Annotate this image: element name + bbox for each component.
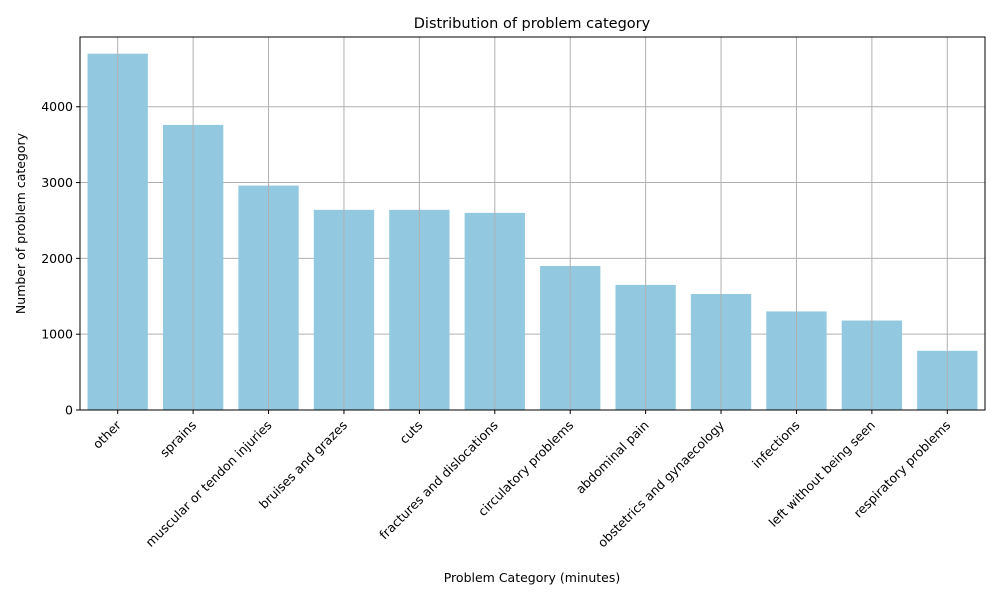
chart-title: Distribution of problem category (414, 16, 651, 32)
y-tick-label: 3000 (41, 175, 73, 190)
plot-frame (79, 36, 986, 411)
x-tick-label: sprains (157, 418, 200, 461)
y-tick-label: 0 (65, 403, 73, 418)
x-tick-label: cuts (396, 418, 425, 447)
x-tick-label: other (90, 417, 125, 452)
x-tick-label: fractures and dislocations (376, 418, 501, 543)
vertical-grid-lines (117, 37, 948, 410)
x-tick-label: infections (749, 418, 803, 472)
x-tick-label: abdominal pain (573, 418, 652, 497)
x-tick-label: obstetrics and gynaecology (594, 417, 727, 550)
y-tick-label: 4000 (41, 99, 73, 114)
y-axis-label: Number of problem category (13, 132, 28, 314)
y-axis-ticks: 0 1000 2000 3000 4000 (41, 99, 80, 418)
x-tick-label: muscular or tendon injuries (142, 418, 274, 550)
y-tick-label: 1000 (41, 327, 73, 342)
x-axis-label: Problem Category (minutes) (444, 570, 621, 585)
y-tick-label: 2000 (41, 251, 73, 266)
